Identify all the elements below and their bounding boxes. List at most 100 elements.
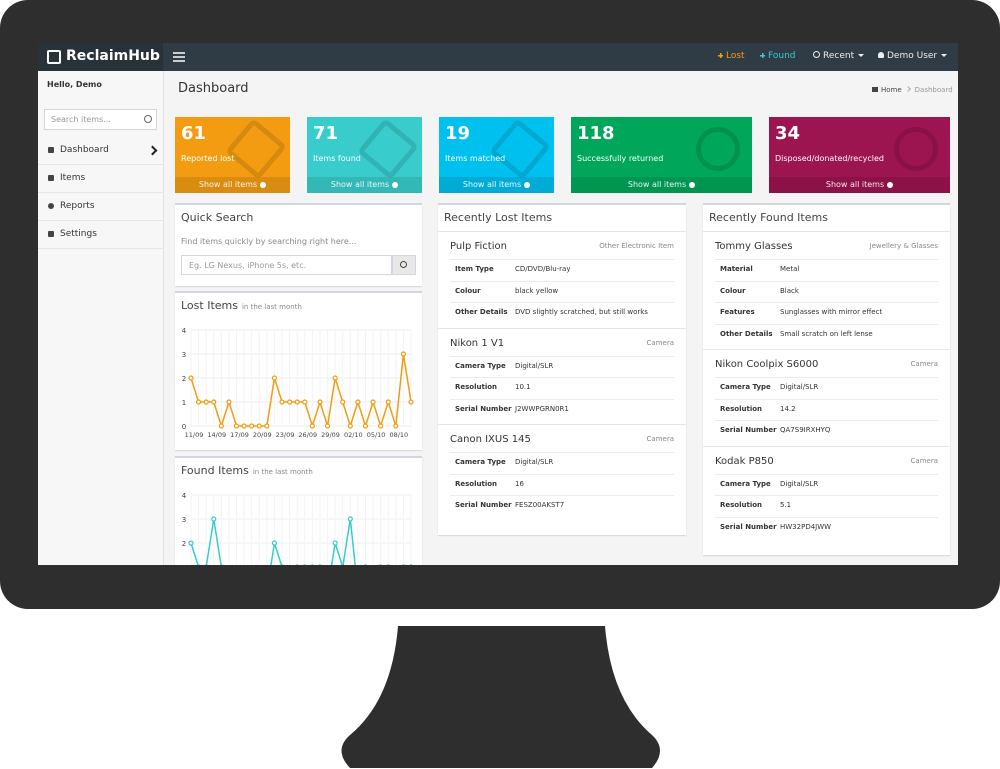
field-label: Camera Type [720, 383, 771, 391]
stat-value: 61 [181, 123, 207, 144]
stat-box: 19 Items matched Show all items [439, 117, 554, 193]
panel-title: Recently Lost Items [444, 211, 553, 224]
menu-item[interactable]: Items [38, 165, 163, 193]
nav-lost[interactable]: Lost [718, 51, 745, 61]
item-name[interactable]: Nikon 1 V1 [450, 337, 505, 349]
stat-box: 118 Successfully returned Show all items [571, 117, 752, 193]
x-tick-label: 05/10 [367, 431, 386, 439]
item-name[interactable]: Pulp Fiction [450, 241, 507, 252]
item-name[interactable]: Kodak P850 [715, 455, 774, 467]
row-separator [715, 323, 938, 325]
x-tick-label: 11/09 [185, 431, 204, 439]
menu-label: Settings [60, 229, 97, 239]
stat-box: 61 Reported lost Show all items [175, 117, 290, 193]
arrow-circle-icon [524, 182, 531, 188]
menu-toggle-bar [173, 56, 185, 58]
menu-item[interactable]: Settings [38, 221, 163, 249]
arrow-circle-icon [392, 182, 399, 188]
item-name[interactable]: Canon IXUS 145 [450, 434, 531, 445]
point [211, 516, 217, 522]
field-value: Digital/SLR [780, 479, 819, 488]
y-tick-label: 1 [182, 564, 186, 565]
chart-heading: Lost Items in the last month [181, 299, 302, 312]
sidebar-search[interactable]: Search items... [44, 109, 157, 130]
stat-label: Successfully returned [577, 154, 664, 163]
nav-lost-label: Lost [726, 51, 745, 61]
y-tick-label: 2 [182, 375, 186, 383]
item-separator [438, 424, 686, 425]
point [370, 399, 376, 405]
items-panel: Recently Lost Items Pulp Fiction Other Ele… [438, 203, 686, 535]
point [294, 399, 300, 405]
x-tick-label: 02/10 [344, 431, 363, 439]
nav-recent[interactable]: Recent [813, 51, 865, 61]
stat-label: Reported lost [181, 154, 235, 163]
menu-label: Items [60, 173, 86, 183]
field-value: 5.1 [780, 501, 792, 509]
arrow-circle-icon [887, 182, 894, 188]
chart-heading: Found Items in the last month [181, 464, 313, 477]
menu-item[interactable]: Dashboard [38, 137, 163, 165]
page-title: Dashboard [178, 81, 249, 96]
y-tick-label: 0 [182, 423, 186, 431]
item-category: Camera [910, 360, 938, 368]
item-name[interactable]: Tommy Glasses [715, 241, 793, 252]
quick-search-button[interactable] [392, 255, 416, 275]
stat-value: 118 [577, 123, 615, 144]
item-name[interactable]: Nikon Coolpix S6000 [715, 359, 819, 370]
y-tick-label: 3 [182, 516, 186, 524]
row-separator [450, 355, 674, 357]
line [190, 353, 412, 429]
logo-icon [47, 50, 61, 64]
x-tick-label: 14/09 [207, 431, 226, 439]
stat-value: 71 [313, 123, 339, 144]
search-icon [144, 115, 152, 123]
y-tick-label: 2 [182, 540, 186, 548]
line [190, 518, 366, 565]
breadcrumb: Home Dashboard [872, 86, 953, 94]
nav-user[interactable]: Demo User [878, 51, 948, 61]
stat-footer[interactable]: Show all items [175, 177, 290, 193]
stat-footer[interactable]: Show all items [769, 177, 950, 193]
point [188, 375, 194, 381]
stat-box: 71 Items found Show all items [307, 117, 422, 193]
nav-recent-label: Recent [823, 51, 855, 61]
field-value: Digital/SLR [515, 458, 554, 466]
stat-icon [225, 118, 287, 180]
plus-icon [718, 53, 723, 58]
field-value: J2WWPGRN0R1 [515, 404, 569, 413]
quick-search-input[interactable]: Eg. LG Nexus, iPhone 5s, etc. [181, 255, 392, 275]
quick-search-description: Find items quickly by searching right he… [181, 237, 357, 246]
field-label: Serial Number [720, 522, 777, 531]
menu-item[interactable]: Reports [38, 193, 163, 221]
brand[interactable]: ReclaimHub [38, 43, 163, 71]
item-separator [438, 327, 686, 329]
point [256, 423, 262, 429]
item-category: Jewellery & Glasses [869, 242, 938, 250]
breadcrumb-current: Dashboard [914, 86, 953, 94]
chart-subtitle: in the last month [252, 468, 313, 476]
point [287, 399, 293, 405]
nav-found-label: Found [768, 51, 796, 61]
x-tick-label: 17/09 [230, 431, 249, 439]
point [378, 423, 384, 429]
breadcrumb-home[interactable]: Home [881, 86, 902, 94]
stat-box: 34 Disposed/donated/recycled Show all item… [769, 117, 950, 193]
menu-toggle[interactable] [173, 52, 185, 62]
line-chart: 0123411/0914/0917/0920/0923/0926/0929/09… [182, 492, 413, 565]
point [324, 423, 331, 429]
menu-label: Dashboard [60, 145, 109, 155]
point [332, 540, 338, 546]
nav-found[interactable]: Found [760, 51, 795, 61]
point [400, 351, 407, 357]
row-separator [450, 302, 674, 303]
stat-footer[interactable]: Show all items [307, 177, 422, 193]
stat-footer[interactable]: Show all items [571, 177, 752, 193]
item-separator [703, 445, 950, 447]
menu-icon [48, 203, 54, 209]
point [241, 423, 247, 429]
field-label: Resolution [720, 501, 763, 509]
point [332, 375, 338, 381]
stat-label: Disposed/donated/recycled [775, 154, 884, 163]
stat-footer[interactable]: Show all items [439, 177, 554, 193]
